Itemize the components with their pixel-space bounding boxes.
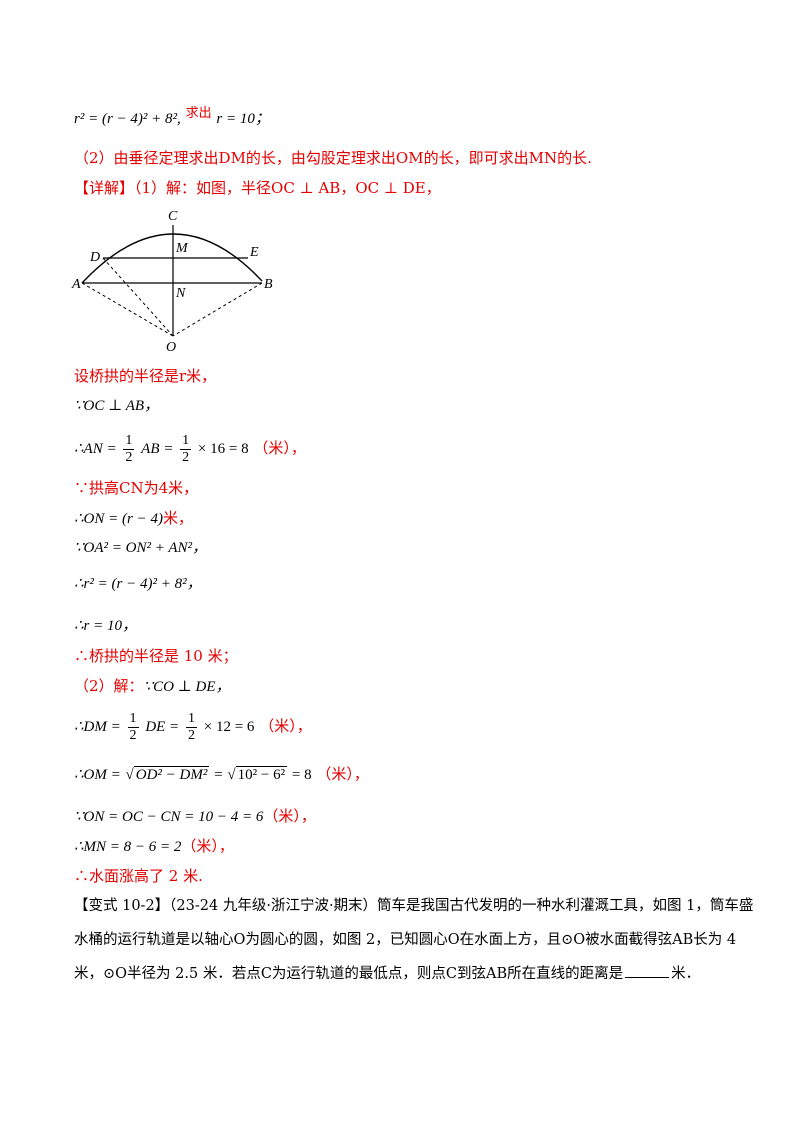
line-2: ∵OC ⊥ AB， <box>74 398 160 414</box>
line-6: ∵OA² = ON² + AN²， <box>74 540 208 556</box>
label-c: C <box>168 209 178 224</box>
label-m: M <box>175 241 189 256</box>
line-12: ∴OM = √ OD² − DM² = √ 10² − 6² = 8 （米）， <box>74 765 369 783</box>
line-4: ∵拱高CN为4米， <box>74 479 199 497</box>
variant-line-1: 【变式 10-2】（23-24 九年级·浙江宁波·期末）筒车是我国古代发明的一种… <box>74 898 754 914</box>
top-equation-line: r² = (r − 4)² + 8², 求出 r = 10； <box>74 104 270 129</box>
line-15: ∴水面涨高了 2 米. <box>74 867 203 885</box>
line-14: ∴MN = 8 − 6 = 2（米）， <box>74 837 234 855</box>
variant-line-3: 米，⊙O半径为 2.5 米．若点C为运行轨道的最低点，则点C到弦AB所在直线的距… <box>74 966 701 982</box>
label-o: O <box>166 340 176 355</box>
line-1: 设桥拱的半径是r米， <box>74 367 217 385</box>
line-5: ∴ON = (r − 4)米， <box>74 509 193 527</box>
label-a: A <box>71 277 81 292</box>
top-red-text: 求出 <box>185 106 212 121</box>
line-9: ∴桥拱的半径是 10 米； <box>74 647 238 665</box>
line-10: （2）解：∵CO ⊥ DE， <box>74 677 231 695</box>
line-8: ∴r = 10， <box>74 618 138 634</box>
answer-blank[interactable] <box>625 977 670 978</box>
line-7: ∴r² = (r − 4)² + 8²， <box>74 576 202 592</box>
label-n: N <box>175 286 186 301</box>
detail-text: （1）解：如图，半径OC ⊥ AB，OC ⊥ DE， <box>134 179 441 197</box>
dashed-ob <box>172 282 263 337</box>
label-e: E <box>249 245 259 260</box>
hint-2: （2）由垂径定理求出DM的长，由勾股定理求出OM的长，即可求出MN的长. <box>74 149 592 167</box>
line-13: ∵ON = OC − CN = 10 − 4 = 6（米）， <box>74 807 316 825</box>
label-b: B <box>264 277 273 292</box>
top-equation: r² = (r − 4)² + 8², <box>74 111 181 127</box>
dashed-od <box>102 257 174 337</box>
detail-tag: 【详解】 <box>74 179 135 197</box>
variant-line-2: 水桶的运行轨道是以轴心O为圆心的圆，如图 2，已知圆心O在水面上方，且⊙O被水面… <box>74 932 737 948</box>
top-result: r = 10； <box>216 111 270 127</box>
detail-line: 【详解】（1）解：如图，半径OC ⊥ AB，OC ⊥ DE， <box>74 178 441 198</box>
label-d: D <box>89 250 100 265</box>
dashed-oa <box>81 282 174 337</box>
bridge-arch-figure: C M E D A N B O <box>71 209 273 355</box>
